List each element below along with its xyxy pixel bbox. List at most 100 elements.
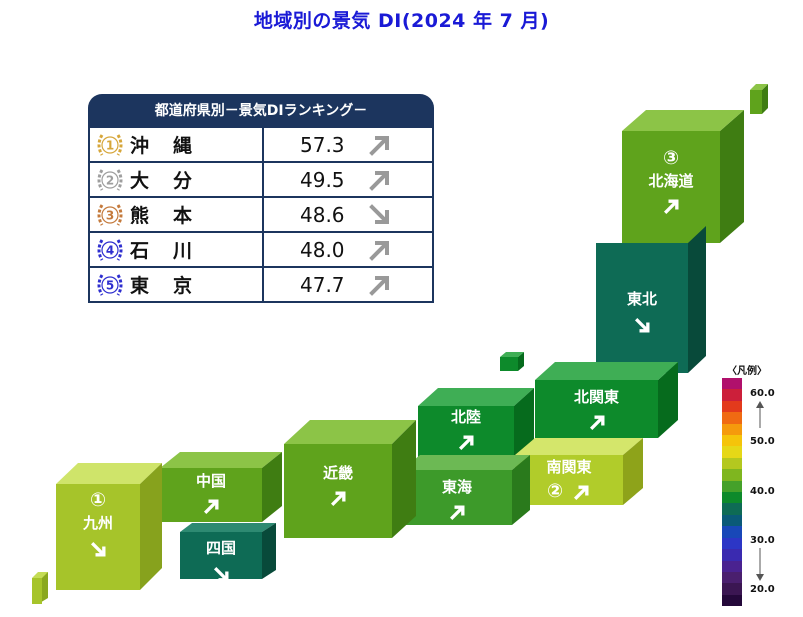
ranking-row: 2 大分 49.5 <box>90 161 432 196</box>
legend-color-scale <box>722 378 742 607</box>
region-label-kinki: 近畿 <box>284 462 392 509</box>
trend-up-arrow-icon <box>369 135 389 156</box>
ranking-pref-cell: 1 沖縄 <box>90 128 264 161</box>
legend-tick-30: 30.0 <box>750 535 775 546</box>
ranking-row: 4 石川 48.0 <box>90 231 432 266</box>
ranking-rank: 2 <box>106 173 114 187</box>
region-block-kyushu <box>56 463 162 590</box>
ranking-pref-cell: 3 熊本 <box>90 198 264 231</box>
legend-swatch <box>722 594 742 607</box>
ranking-rank: 3 <box>106 208 114 222</box>
region-rank-mark: ③ <box>662 147 680 169</box>
legend-swatch <box>722 492 742 504</box>
trend-up-arrow-icon <box>369 240 389 261</box>
legend-swatch <box>722 389 742 401</box>
page-title: 地域別の景気 DI(2024 年 7 月) <box>253 10 550 32</box>
region-name: 四国 <box>205 539 236 557</box>
region-label-chugoku: 中国 <box>160 470 262 517</box>
legend-tick-40: 40.0 <box>750 486 775 497</box>
ranking-pref-cell: 2 大分 <box>90 163 264 196</box>
legend-tick-60: 60.0 <box>750 388 775 399</box>
legend-swatch <box>722 514 742 527</box>
okinawa-island <box>32 572 48 604</box>
region-block-kitakanto <box>535 362 678 438</box>
legend-swatch <box>722 446 742 458</box>
legend-swatch <box>722 560 742 572</box>
legend-swatch <box>722 457 742 470</box>
region-block-tokai <box>402 455 530 525</box>
region-name: 北関東 <box>573 388 619 406</box>
trend-down-arrow-icon <box>369 203 389 224</box>
trend-up-arrow-icon <box>574 485 589 500</box>
ranking-value-cell: 48.6 <box>264 198 432 231</box>
ranking-row: 1 沖縄 57.3 <box>90 128 432 161</box>
region-rank-mark: ② <box>546 480 564 502</box>
region-label-kitakanto: 北関東 <box>535 386 658 433</box>
region-label-hokkaido: ③ 北海道 <box>622 146 720 217</box>
region-label-hokuriku: 北陸 <box>418 406 514 453</box>
hokkaido-island <box>750 84 768 114</box>
ranking-pref-name: 熊本 <box>130 205 217 227</box>
ranking-pref-name: 石川 <box>130 240 217 262</box>
ranking-value: 47.7 <box>300 272 345 297</box>
region-rank-mark: ① <box>89 489 107 511</box>
ranking-value-cell: 57.3 <box>264 128 432 161</box>
region-block-chugoku <box>160 452 282 522</box>
region-name: 九州 <box>82 514 113 532</box>
legend-swatch <box>722 412 742 424</box>
ranking-table: 都道府県別－景気DIランキング－ 1 沖縄 57.3 2 大分 49.5 3 熊本 48.6 4 石… <box>88 94 434 303</box>
legend-swatch <box>722 549 742 561</box>
legend-swatch <box>722 435 742 447</box>
ranking-pref-name: 大分 <box>130 170 217 192</box>
trend-up-arrow-icon <box>369 275 389 296</box>
trend-up-arrow-icon <box>203 499 219 514</box>
legend-swatch <box>722 378 742 390</box>
laurel-medal-icon: 4 <box>90 235 130 265</box>
laurel-medal-icon: 2 <box>90 165 130 195</box>
legend-tick-20: 20.0 <box>750 584 775 595</box>
sado-island <box>500 352 524 371</box>
region-block-shikoku <box>180 523 276 579</box>
legend-title: 〈凡例〉 <box>727 366 767 377</box>
trend-up-arrow-icon <box>663 199 679 214</box>
region-block-minamikanto <box>515 438 643 505</box>
region-name: 近畿 <box>322 464 353 482</box>
legend-swatch <box>722 537 742 550</box>
legend-swatch <box>722 583 742 595</box>
ranking-rank: 1 <box>106 138 114 152</box>
ranking-pref-name: 沖縄 <box>130 135 217 157</box>
legend-swatch <box>722 526 742 538</box>
ranking-rank: 5 <box>106 278 114 292</box>
laurel-medal-icon: 1 <box>90 130 130 160</box>
legend-swatch <box>722 423 742 436</box>
ranking-pref-name: 東京 <box>130 275 217 297</box>
trend-down-arrow-icon <box>634 317 650 332</box>
ranking-header: 都道府県別－景気DIランキング－ <box>88 94 434 128</box>
legend-swatch <box>722 480 742 493</box>
trend-up-arrow-icon <box>369 170 389 191</box>
region-name: 北陸 <box>450 408 481 426</box>
legend-scale-arrows <box>756 401 764 581</box>
region-label-shikoku: 四国 <box>180 537 262 584</box>
region-name: 南関東 <box>546 458 592 476</box>
ranking-rank: 4 <box>106 243 114 257</box>
region-label-tokai: 東海 <box>402 476 512 523</box>
region-label-minamikanto: 南関東 ② <box>515 456 623 505</box>
laurel-medal-icon: 3 <box>90 200 130 230</box>
ranking-value-cell: 49.5 <box>264 163 432 196</box>
ranking-value-cell: 48.0 <box>264 233 432 266</box>
ranking-row: 5 東京 47.7 <box>90 266 432 301</box>
region-block-tohoku <box>596 226 706 373</box>
legend-swatch <box>722 571 742 584</box>
trend-down-arrow-icon <box>213 566 229 581</box>
legend-swatch <box>722 400 742 413</box>
ranking-value: 57.3 <box>300 132 345 157</box>
trend-up-arrow-icon <box>589 415 604 430</box>
region-name: 中国 <box>195 472 226 490</box>
region-name: 東北 <box>626 290 657 308</box>
ranking-value: 48.0 <box>300 237 345 262</box>
trend-up-arrow-icon <box>458 435 474 450</box>
ranking-body: 1 沖縄 57.3 2 大分 49.5 3 熊本 48.6 4 石川 48.0 5 東京 47.7 <box>88 128 434 303</box>
laurel-medal-icon: 5 <box>90 270 130 300</box>
